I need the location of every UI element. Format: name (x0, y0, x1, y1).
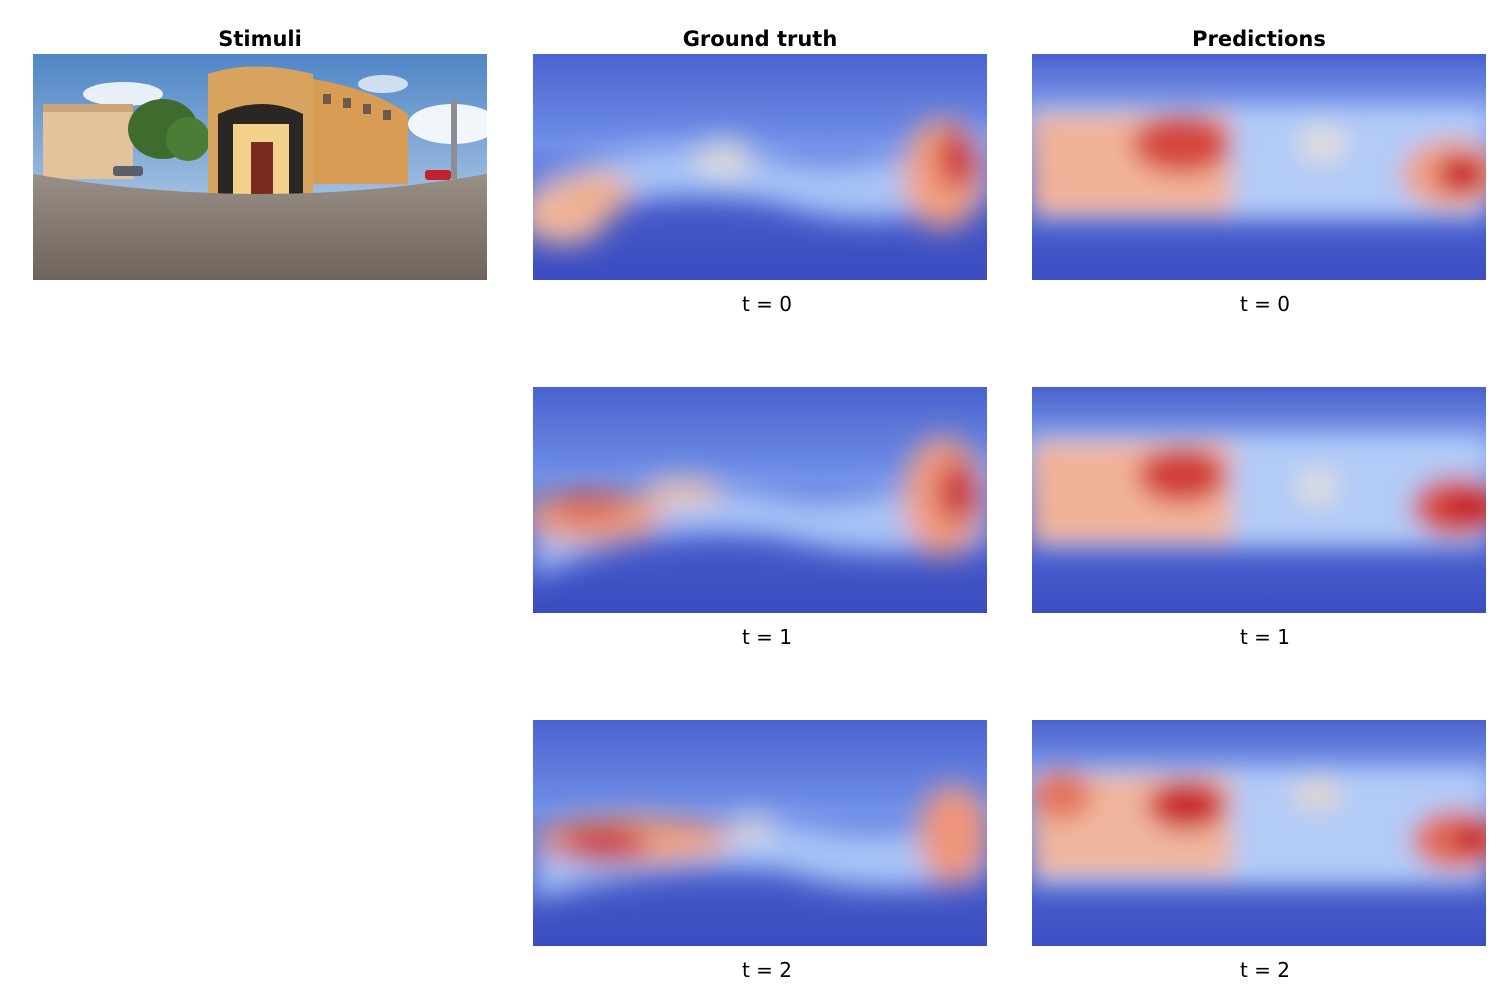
ground-truth-time-label-t1: t = 1 (741, 625, 793, 649)
prediction-heatmap-t1 (1032, 387, 1486, 613)
stimuli-column-title: Stimuli (218, 27, 302, 51)
prediction-time-label-t1: t = 1 (1239, 625, 1291, 649)
ground-truth-heatmap-t2 (533, 720, 987, 946)
ground-truth-heatmap-t1 (533, 387, 987, 613)
ground-truth-time-label-t2: t = 2 (741, 958, 793, 982)
ground-truth-heatmap-t0 (533, 54, 987, 280)
predictions-column-title: Predictions (1192, 27, 1326, 51)
ground-truth-time-label-t0: t = 0 (741, 292, 793, 316)
stimulus-panorama-image (33, 54, 487, 280)
prediction-time-label-t2: t = 2 (1239, 958, 1291, 982)
prediction-heatmap-t0 (1032, 54, 1486, 280)
prediction-heatmap-t2 (1032, 720, 1486, 946)
ground-truth-column-title: Ground truth (682, 27, 838, 51)
prediction-time-label-t0: t = 0 (1239, 292, 1291, 316)
